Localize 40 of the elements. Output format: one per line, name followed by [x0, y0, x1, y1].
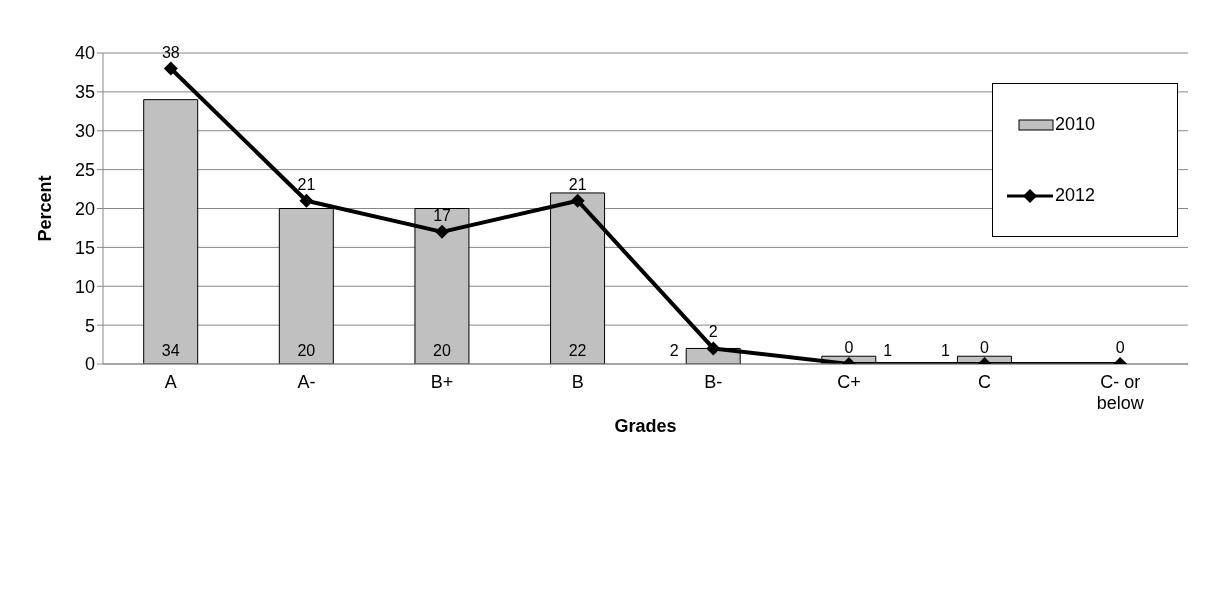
y-tick-label: 35 [74, 82, 95, 103]
y-tick-label: 15 [74, 237, 95, 258]
data-label: 1 [940, 342, 950, 359]
y-tick-label: 5 [84, 315, 95, 336]
bar [143, 99, 199, 364]
x-tick-label: B [571, 372, 584, 392]
data-label: 21 [568, 175, 587, 193]
data-label: 22 [568, 342, 587, 359]
data-label: 1 [883, 342, 893, 359]
y-tick-label: 10 [74, 276, 95, 297]
x-tick-label: C- or below [1096, 372, 1145, 413]
data-label: 0 [980, 339, 990, 356]
y-tick-label: 25 [74, 160, 95, 181]
legend-label: 2010 [1055, 114, 1096, 135]
x-tick-label: C+ [837, 372, 861, 392]
data-label: 2 [708, 323, 718, 341]
x-tick-label: B- [704, 372, 723, 392]
y-axis-title: Percent [35, 175, 56, 242]
x-axis-title: Grades [614, 416, 677, 436]
x-tick-label: A- [297, 372, 316, 392]
data-label: 0 [1115, 339, 1125, 356]
x-tick-label: A [164, 372, 177, 392]
data-label: 21 [297, 175, 316, 193]
y-tick-label: 40 [74, 43, 95, 64]
x-tick-label: B+ [430, 372, 454, 392]
legend-label: 2012 [1055, 185, 1096, 206]
data-label: 2 [669, 342, 679, 359]
data-label: 17 [433, 206, 452, 224]
x-tick-label: C [978, 372, 992, 392]
point [435, 224, 450, 239]
point [570, 193, 585, 208]
data-label: 20 [297, 342, 316, 359]
data-label: 20 [433, 342, 451, 359]
data-label: 34 [161, 342, 180, 359]
data-label: 0 [844, 339, 854, 356]
point [299, 193, 314, 208]
y-tick-label: 30 [74, 121, 95, 142]
data-label: 38 [161, 43, 180, 61]
y-tick-label: 0 [84, 354, 95, 375]
y-tick-label: 20 [74, 198, 95, 219]
